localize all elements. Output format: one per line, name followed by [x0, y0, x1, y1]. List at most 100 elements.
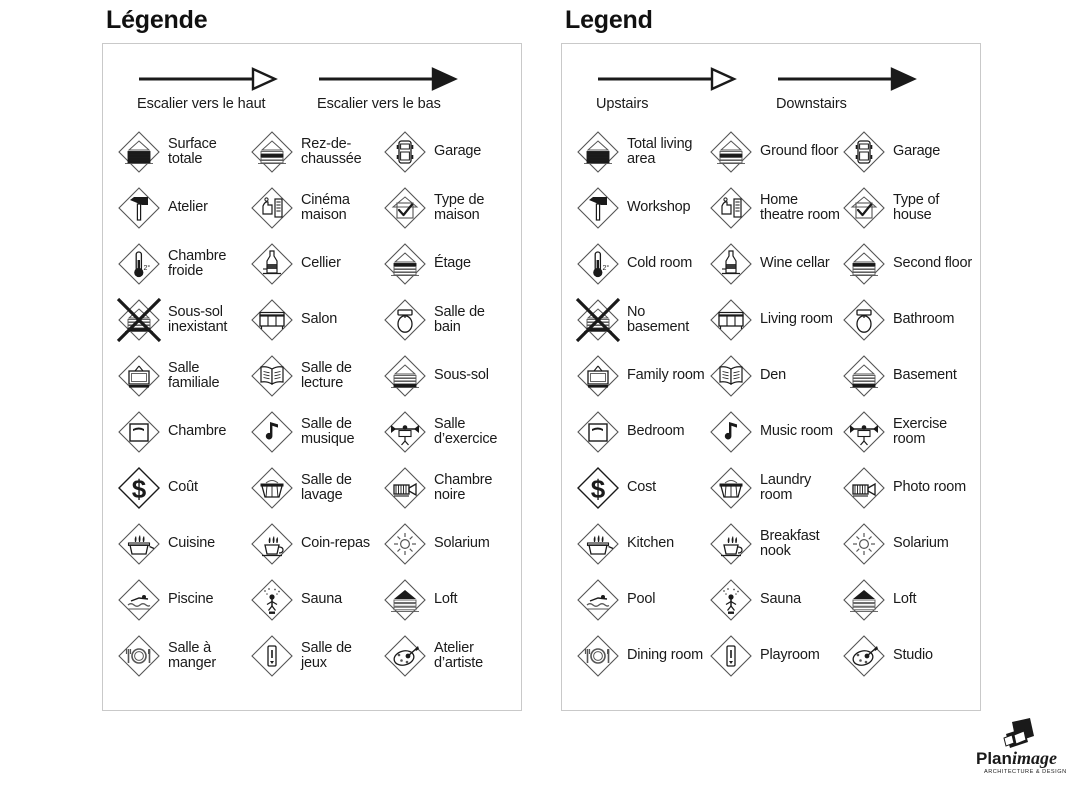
studio-palette-icon	[840, 632, 888, 680]
legend-item: 2° Chambre froide	[115, 236, 248, 292]
living-room-sofa-icon	[248, 296, 296, 344]
total-living-area-icon	[115, 128, 163, 176]
cold-room-thermometer-icon: 2°	[574, 240, 622, 288]
exercise-weights-icon	[840, 408, 888, 456]
legend-item-label: Ground floor	[760, 143, 839, 160]
legend-item-label: Surface totale	[168, 135, 217, 167]
legend-item-label: Solarium	[434, 535, 490, 552]
legend-item: $ Cost	[574, 460, 707, 516]
legend-item-label: Garage	[893, 143, 941, 160]
legend-item-label: Sous-sol	[434, 367, 489, 384]
legend-item: Salle d’exercice	[381, 404, 514, 460]
planimage-logo: Plan image ARCHITECTURE & DESIGN	[968, 716, 1076, 778]
legend-item: Playroom	[707, 628, 840, 684]
legend-item: Salle de jeux	[248, 628, 381, 684]
bathroom-toilet-icon	[840, 296, 888, 344]
legend-item-label: Home theatre room	[760, 191, 840, 223]
legend-panel-french: Légende Escalier vers le haut Escalier ve…	[102, 0, 522, 711]
legend-item: 2° Cold room	[574, 236, 707, 292]
laundry-basket-icon	[707, 464, 755, 512]
legend-item-label: Basement	[893, 367, 957, 384]
legend-item: Piscine	[115, 572, 248, 628]
legend-item-label: Photo room	[893, 479, 966, 496]
legend-item-label: Coin-repas	[301, 535, 370, 552]
legend-item-label: Laundry room	[760, 471, 811, 503]
page-title-french: Légende	[106, 6, 208, 34]
legend-item: No basement	[574, 292, 707, 348]
legend-item-label: Breakfast nook	[760, 527, 820, 559]
legend-item: Breakfast nook	[707, 516, 840, 572]
legend-item: Salle familiale	[115, 348, 248, 404]
legend-item-label: Sous-sol inexistant	[168, 303, 228, 335]
legend-item: Chambre noire	[381, 460, 514, 516]
photo-camera-icon	[381, 464, 429, 512]
arrow-outline-right-icon	[137, 66, 317, 96]
wine-cellar-icon	[248, 240, 296, 288]
music-note-icon	[707, 408, 755, 456]
legend-item-label: Den	[760, 367, 786, 384]
loft-icon	[840, 576, 888, 624]
legend-item-label: Sauna	[301, 591, 342, 608]
legend-item-label: Rez-de-chaussée	[301, 135, 362, 167]
bathroom-toilet-icon	[381, 296, 429, 344]
legend-item: Exercise room	[840, 404, 973, 460]
legend-item-label: Piscine	[168, 591, 214, 608]
legend-item: Rez-de-chaussée	[248, 124, 381, 180]
legend-item-label: Second floor	[893, 255, 973, 272]
legend-item: Basement	[840, 348, 973, 404]
legend-item-label: Cinéma maison	[301, 191, 350, 223]
legend-item: Loft	[381, 572, 514, 628]
legend-grid-english: Total living area Ground floor Garage Works…	[572, 124, 973, 684]
stairs-row-english: Upstairs Downstairs	[572, 62, 970, 124]
legend-item: Solarium	[381, 516, 514, 572]
type-of-house-icon	[381, 184, 429, 232]
legend-item-label: Atelier d’artiste	[434, 639, 483, 671]
legend-item-label: Salon	[301, 311, 338, 328]
legend-item: Salle de lecture	[248, 348, 381, 404]
workshop-hammer-icon	[115, 184, 163, 232]
legend-item: Salle de bain	[381, 292, 514, 348]
no-basement-icon	[574, 296, 622, 344]
family-room-tv-icon	[574, 352, 622, 400]
legend-item: Wine cellar	[707, 236, 840, 292]
legend-item-label: Chambre noire	[434, 471, 493, 503]
legend-item-label: Atelier	[168, 199, 208, 216]
kitchen-pot-icon	[115, 520, 163, 568]
legend-item: Sous-sol	[381, 348, 514, 404]
cost-dollar-icon: $	[574, 464, 622, 512]
sauna-person-icon	[707, 576, 755, 624]
stairs-label: Escalier vers le haut	[137, 96, 266, 112]
legend-item-label: Salle de jeux	[301, 639, 352, 671]
den-book-icon	[248, 352, 296, 400]
legend-item: Cellier	[248, 236, 381, 292]
legend-item: $ Coût	[115, 460, 248, 516]
legend-item: Atelier d’artiste	[381, 628, 514, 684]
legend-item: Garage	[381, 124, 514, 180]
playroom-icon	[707, 632, 755, 680]
legend-item: Type de maison	[381, 180, 514, 236]
legend-item: Dining room	[574, 628, 707, 684]
svg-text:2°: 2°	[603, 264, 610, 272]
legend-item-label: Cellier	[301, 255, 341, 272]
legend-item-label: Wine cellar	[760, 255, 830, 272]
pool-swimmer-icon	[574, 576, 622, 624]
legend-item-label: Family room	[627, 367, 705, 384]
den-book-icon	[707, 352, 755, 400]
legend-item-label: Pool	[627, 591, 656, 608]
legend-item: Family room	[574, 348, 707, 404]
legend-item-label: Salle de bain	[434, 303, 485, 335]
legend-item-label: Studio	[893, 647, 933, 664]
legend-panel-english: Legend Upstairs Downstairs Total living a…	[561, 0, 981, 711]
loft-icon	[381, 576, 429, 624]
legend-item-label: Chambre froide	[168, 247, 227, 279]
svg-text:$: $	[591, 474, 606, 504]
legend-item: Cinéma maison	[248, 180, 381, 236]
living-room-sofa-icon	[707, 296, 755, 344]
legend-item-label: Étage	[434, 255, 471, 272]
sauna-person-icon	[248, 576, 296, 624]
studio-palette-icon	[381, 632, 429, 680]
dining-place-setting-icon	[574, 632, 622, 680]
arrow-outline-right-icon	[596, 66, 776, 96]
solarium-sun-icon	[381, 520, 429, 568]
dining-place-setting-icon	[115, 632, 163, 680]
